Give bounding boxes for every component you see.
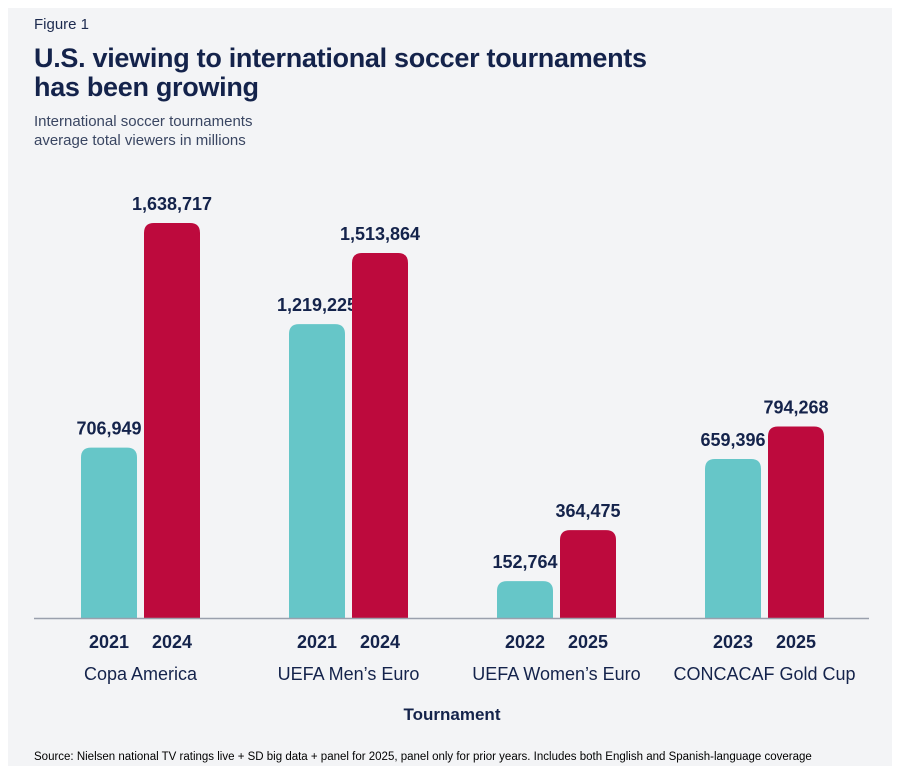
category-tick-label: Copa America bbox=[84, 664, 198, 684]
year-tick-label: 2024 bbox=[152, 632, 192, 652]
x-axis-title: Tournament bbox=[404, 705, 501, 724]
chart-title-line-2: has been growing bbox=[34, 72, 259, 102]
bar-uefa-men-s-euro-2024 bbox=[352, 253, 408, 618]
category-tick-label: CONCACAF Gold Cup bbox=[673, 664, 855, 684]
data-label: 1,513,864 bbox=[340, 224, 420, 244]
year-tick-label: 2021 bbox=[297, 632, 337, 652]
bar-copa-america-2024 bbox=[144, 222, 200, 618]
data-label: 794,268 bbox=[763, 398, 828, 418]
data-label: 152,764 bbox=[492, 552, 557, 572]
year-tick-label: 2025 bbox=[568, 632, 608, 652]
chart-title-line-1: U.S. viewing to international soccer tou… bbox=[34, 43, 647, 73]
figure-label: Figure 1 bbox=[34, 16, 90, 33]
data-label: 364,475 bbox=[555, 501, 620, 521]
year-tick-label: 2021 bbox=[89, 632, 129, 652]
category-tick-label: UEFA Men’s Euro bbox=[278, 664, 420, 684]
data-label: 659,396 bbox=[700, 430, 765, 450]
year-tick-label: 2024 bbox=[360, 632, 400, 652]
bar-uefa-women-s-euro-2022 bbox=[497, 581, 553, 618]
year-tick-label: 2025 bbox=[776, 632, 816, 652]
data-label: 706,949 bbox=[76, 419, 141, 439]
chart-subtitle: International soccer tournaments average… bbox=[34, 112, 252, 150]
bar-uefa-men-s-euro-2021 bbox=[289, 324, 345, 618]
bar-uefa-women-s-euro-2025 bbox=[560, 530, 616, 618]
chart-subtitle-line-1: International soccer tournaments bbox=[34, 113, 253, 130]
data-label: 1,219,225 bbox=[277, 295, 357, 315]
category-tick-label: UEFA Women’s Euro bbox=[472, 664, 640, 684]
chart-subtitle-line-2: average total viewers in millions bbox=[34, 132, 246, 149]
data-label: 1,638,717 bbox=[132, 194, 212, 214]
year-tick-label: 2023 bbox=[713, 632, 753, 652]
source-note: Source: Nielsen national TV ratings live… bbox=[34, 751, 812, 763]
bar-copa-america-2021 bbox=[81, 447, 137, 618]
year-tick-label: 2022 bbox=[505, 632, 545, 652]
chart-title: U.S. viewing to international soccer tou… bbox=[34, 44, 854, 102]
bar-concacaf-gold-cup-2023 bbox=[705, 459, 761, 618]
bar-concacaf-gold-cup-2025 bbox=[768, 426, 824, 618]
